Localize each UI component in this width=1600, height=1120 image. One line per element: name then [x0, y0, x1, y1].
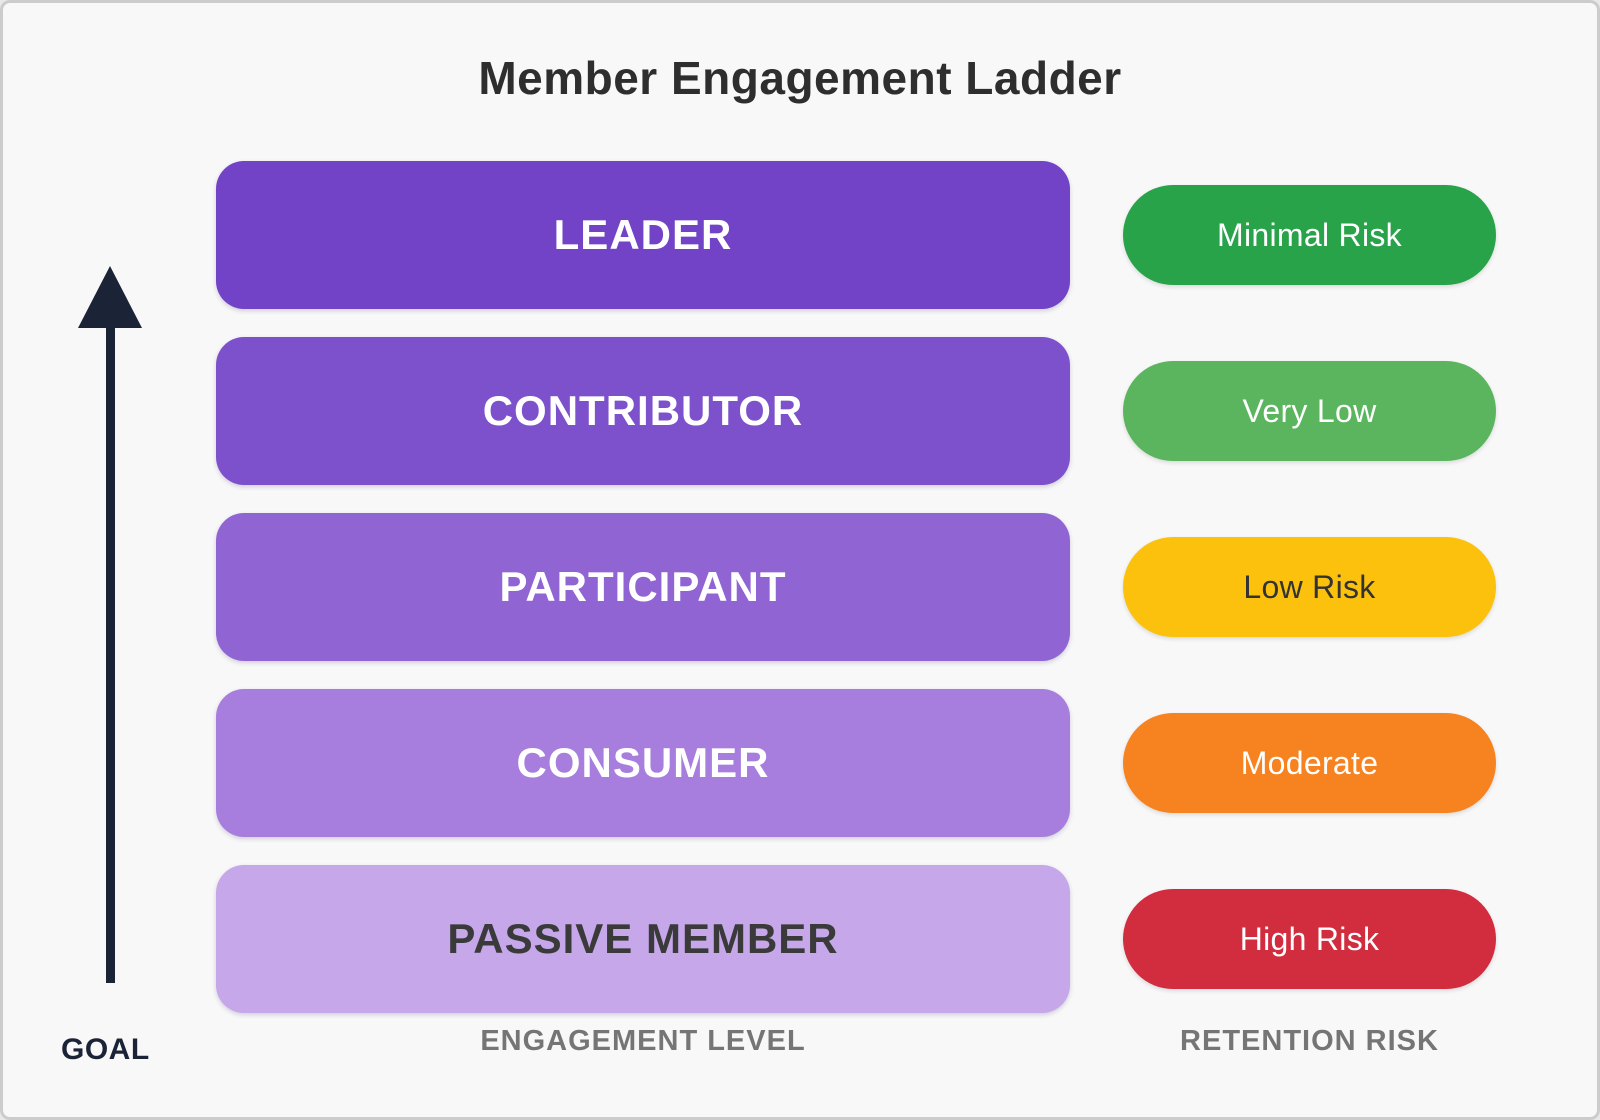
up-arrow-shaft	[105, 328, 115, 983]
ladder-rows: LEADER Minimal Risk CONTRIBUTOR Very Low…	[216, 161, 1496, 1013]
risk-pill-minimal: Minimal Risk	[1123, 185, 1496, 285]
risk-pill-high: High Risk	[1123, 889, 1496, 989]
up-arrow-icon	[78, 266, 142, 983]
engagement-bar-leader: LEADER	[216, 161, 1070, 309]
ladder-row-leader: LEADER Minimal Risk	[216, 161, 1496, 309]
axis-label-retention-risk: RETENTION RISK	[1180, 1025, 1439, 1057]
risk-pill-low: Low Risk	[1123, 537, 1496, 637]
ladder-row-participant: PARTICIPANT Low Risk	[216, 513, 1496, 661]
ladder-row-passive-member: PASSIVE MEMBER High Risk	[216, 865, 1496, 1013]
goal-label: GOAL	[61, 1033, 150, 1066]
ladder-row-contributor: CONTRIBUTOR Very Low	[216, 337, 1496, 485]
up-arrow-head	[78, 266, 142, 328]
page-title: Member Engagement Ladder	[478, 52, 1122, 104]
axis-label-engagement-level: ENGAGEMENT LEVEL	[480, 1025, 806, 1057]
engagement-bar-passive-member: PASSIVE MEMBER	[216, 865, 1070, 1013]
engagement-bar-contributor: CONTRIBUTOR	[216, 337, 1070, 485]
risk-pill-very-low: Very Low	[1123, 361, 1496, 461]
engagement-bar-participant: PARTICIPANT	[216, 513, 1070, 661]
ladder-row-consumer: CONSUMER Moderate	[216, 689, 1496, 837]
risk-pill-moderate: Moderate	[1123, 713, 1496, 813]
engagement-bar-consumer: CONSUMER	[216, 689, 1070, 837]
